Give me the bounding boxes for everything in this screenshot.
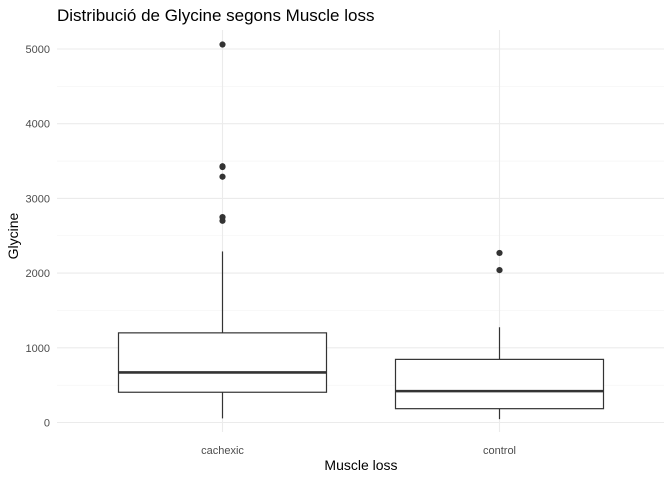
box-cachexic	[117, 41, 328, 419]
y-tick-label: 1000	[26, 343, 50, 355]
x-axis-title: Muscle loss	[324, 457, 397, 473]
outlier-point	[219, 163, 226, 170]
y-tick-label: 4000	[26, 119, 50, 131]
y-tick-label: 2000	[26, 268, 50, 280]
x-tick-label: control	[483, 445, 516, 457]
outlier-point	[219, 213, 226, 221]
outlier-point	[219, 173, 226, 180]
x-tick-label: cachexic	[201, 445, 244, 457]
y-tick-label: 5000	[26, 44, 50, 56]
outlier-point	[219, 41, 226, 48]
y-tick-label: 3000	[26, 193, 50, 205]
chart-title: Distribució de Glycine segons Muscle los…	[57, 6, 374, 25]
iqr-box	[394, 358, 605, 410]
iqr-box	[117, 332, 328, 393]
boxes	[117, 41, 605, 420]
outlier-point	[496, 249, 503, 257]
y-tick-label: 0	[44, 418, 50, 430]
box-control	[394, 249, 605, 420]
outlier-point	[496, 267, 503, 274]
y-axis-ticks: 0 1000 2000 3000 4000 5000	[26, 44, 50, 430]
y-axis-title: Glycine	[5, 212, 21, 259]
x-axis-ticks: cachexic control	[201, 445, 516, 457]
